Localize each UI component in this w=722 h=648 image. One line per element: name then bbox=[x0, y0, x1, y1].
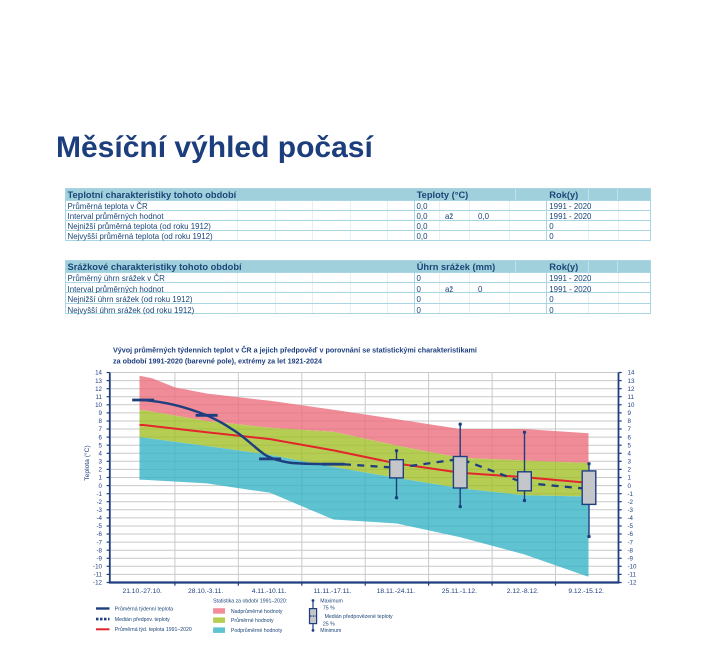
svg-text:7: 7 bbox=[628, 426, 632, 433]
svg-text:-5: -5 bbox=[628, 523, 634, 530]
svg-text:9: 9 bbox=[99, 410, 103, 417]
svg-text:18.11.-24.11.: 18.11.-24.11. bbox=[377, 588, 416, 595]
svg-text:Teplota (°C): Teplota (°C) bbox=[83, 445, 91, 480]
svg-text:9: 9 bbox=[628, 410, 632, 417]
svg-text:Vývoj průměrných týdenních tep: Vývoj průměrných týdenních teplot v ČR a… bbox=[113, 346, 477, 355]
svg-text:-10: -10 bbox=[93, 564, 103, 571]
svg-text:8: 8 bbox=[99, 418, 103, 425]
svg-text:-2: -2 bbox=[628, 499, 634, 506]
svg-text:11: 11 bbox=[96, 394, 103, 401]
svg-text:0: 0 bbox=[628, 483, 632, 490]
svg-text:0: 0 bbox=[99, 483, 103, 490]
svg-text:13: 13 bbox=[95, 378, 102, 385]
svg-text:1: 1 bbox=[99, 475, 103, 482]
svg-text:4: 4 bbox=[628, 451, 632, 458]
svg-text:14: 14 bbox=[628, 370, 635, 377]
svg-text:11.11.-17.11.: 11.11.-17.11. bbox=[314, 588, 352, 595]
svg-text:25 %: 25 % bbox=[323, 621, 335, 627]
svg-text:2: 2 bbox=[99, 467, 103, 474]
svg-text:7: 7 bbox=[99, 426, 103, 433]
svg-text:12: 12 bbox=[628, 386, 635, 393]
svg-text:5: 5 bbox=[628, 442, 632, 449]
svg-text:10: 10 bbox=[95, 402, 102, 409]
svg-text:Maximum: Maximum bbox=[320, 598, 342, 604]
svg-text:75 %: 75 % bbox=[323, 605, 335, 611]
svg-text:-4: -4 bbox=[96, 515, 102, 522]
svg-text:4.11.-10.11.: 4.11.-10.11. bbox=[252, 588, 287, 595]
svg-text:Průměrná týd. teplota 1991–202: Průměrná týd. teplota 1991–2020 bbox=[115, 626, 192, 633]
svg-text:21.10.-27.10.: 21.10.-27.10. bbox=[122, 588, 162, 595]
svg-text:-10: -10 bbox=[628, 564, 638, 571]
svg-text:-9: -9 bbox=[96, 556, 102, 563]
svg-text:Nadprůměrné hodnoty: Nadprůměrné hodnoty bbox=[231, 608, 283, 615]
svg-text:25.11.-1.12.: 25.11.-1.12. bbox=[442, 588, 477, 595]
svg-text:-7: -7 bbox=[628, 539, 634, 546]
svg-text:Medián předpov. teploty: Medián předpov. teploty bbox=[115, 617, 170, 623]
svg-text:-8: -8 bbox=[628, 547, 634, 554]
svg-text:-6: -6 bbox=[628, 531, 634, 538]
svg-text:-1: -1 bbox=[628, 491, 634, 498]
svg-text:2: 2 bbox=[628, 467, 632, 474]
svg-text:9.12.-15.12.: 9.12.-15.12. bbox=[568, 588, 604, 595]
svg-text:5: 5 bbox=[99, 442, 103, 449]
svg-text:-1: -1 bbox=[96, 491, 102, 498]
svg-text:-7: -7 bbox=[96, 539, 102, 546]
svg-text:3: 3 bbox=[99, 459, 103, 466]
svg-text:4: 4 bbox=[99, 451, 103, 458]
svg-text:10: 10 bbox=[628, 402, 635, 409]
svg-text:-3: -3 bbox=[628, 507, 634, 514]
svg-text:12: 12 bbox=[95, 386, 102, 393]
svg-text:3: 3 bbox=[628, 459, 632, 466]
svg-text:-2: -2 bbox=[96, 499, 102, 506]
svg-text:1: 1 bbox=[628, 475, 632, 482]
svg-text:-8: -8 bbox=[96, 547, 102, 554]
svg-text:-11: -11 bbox=[94, 572, 103, 579]
svg-text:-12: -12 bbox=[93, 580, 103, 587]
svg-text:11: 11 bbox=[628, 394, 635, 401]
svg-text:13: 13 bbox=[628, 378, 635, 385]
svg-text:Průměrná týdenní teplota: Průměrná týdenní teplota bbox=[115, 605, 173, 612]
svg-text:-11: -11 bbox=[628, 572, 637, 579]
svg-text:-6: -6 bbox=[96, 531, 102, 538]
svg-text:Podprůměrné hodnoty: Podprůměrné hodnoty bbox=[231, 627, 283, 634]
svg-text:6: 6 bbox=[628, 434, 632, 441]
svg-text:-4: -4 bbox=[628, 515, 634, 522]
svg-text:-9: -9 bbox=[628, 556, 634, 563]
svg-text:Minimum: Minimum bbox=[320, 628, 341, 634]
svg-text:Průměrné hodnoty: Průměrné hodnoty bbox=[231, 617, 274, 624]
svg-text:Medián předpovězené teploty: Medián předpovězené teploty bbox=[325, 614, 393, 620]
svg-text:-3: -3 bbox=[96, 507, 102, 514]
svg-text:28.10.-3.11.: 28.10.-3.11. bbox=[188, 588, 223, 595]
svg-text:8: 8 bbox=[628, 418, 632, 425]
svg-text:Statistika za období 1991–2020: Statistika za období 1991–2020: bbox=[213, 599, 287, 605]
svg-text:-12: -12 bbox=[628, 580, 638, 587]
svg-text:2.12.-8.12.: 2.12.-8.12. bbox=[507, 588, 539, 595]
svg-text:za období 1991-2020 (barevné p: za období 1991-2020 (barevné pole), extr… bbox=[113, 357, 322, 366]
svg-text:6: 6 bbox=[99, 434, 103, 441]
svg-text:14: 14 bbox=[95, 370, 102, 377]
svg-text:-5: -5 bbox=[96, 523, 102, 530]
